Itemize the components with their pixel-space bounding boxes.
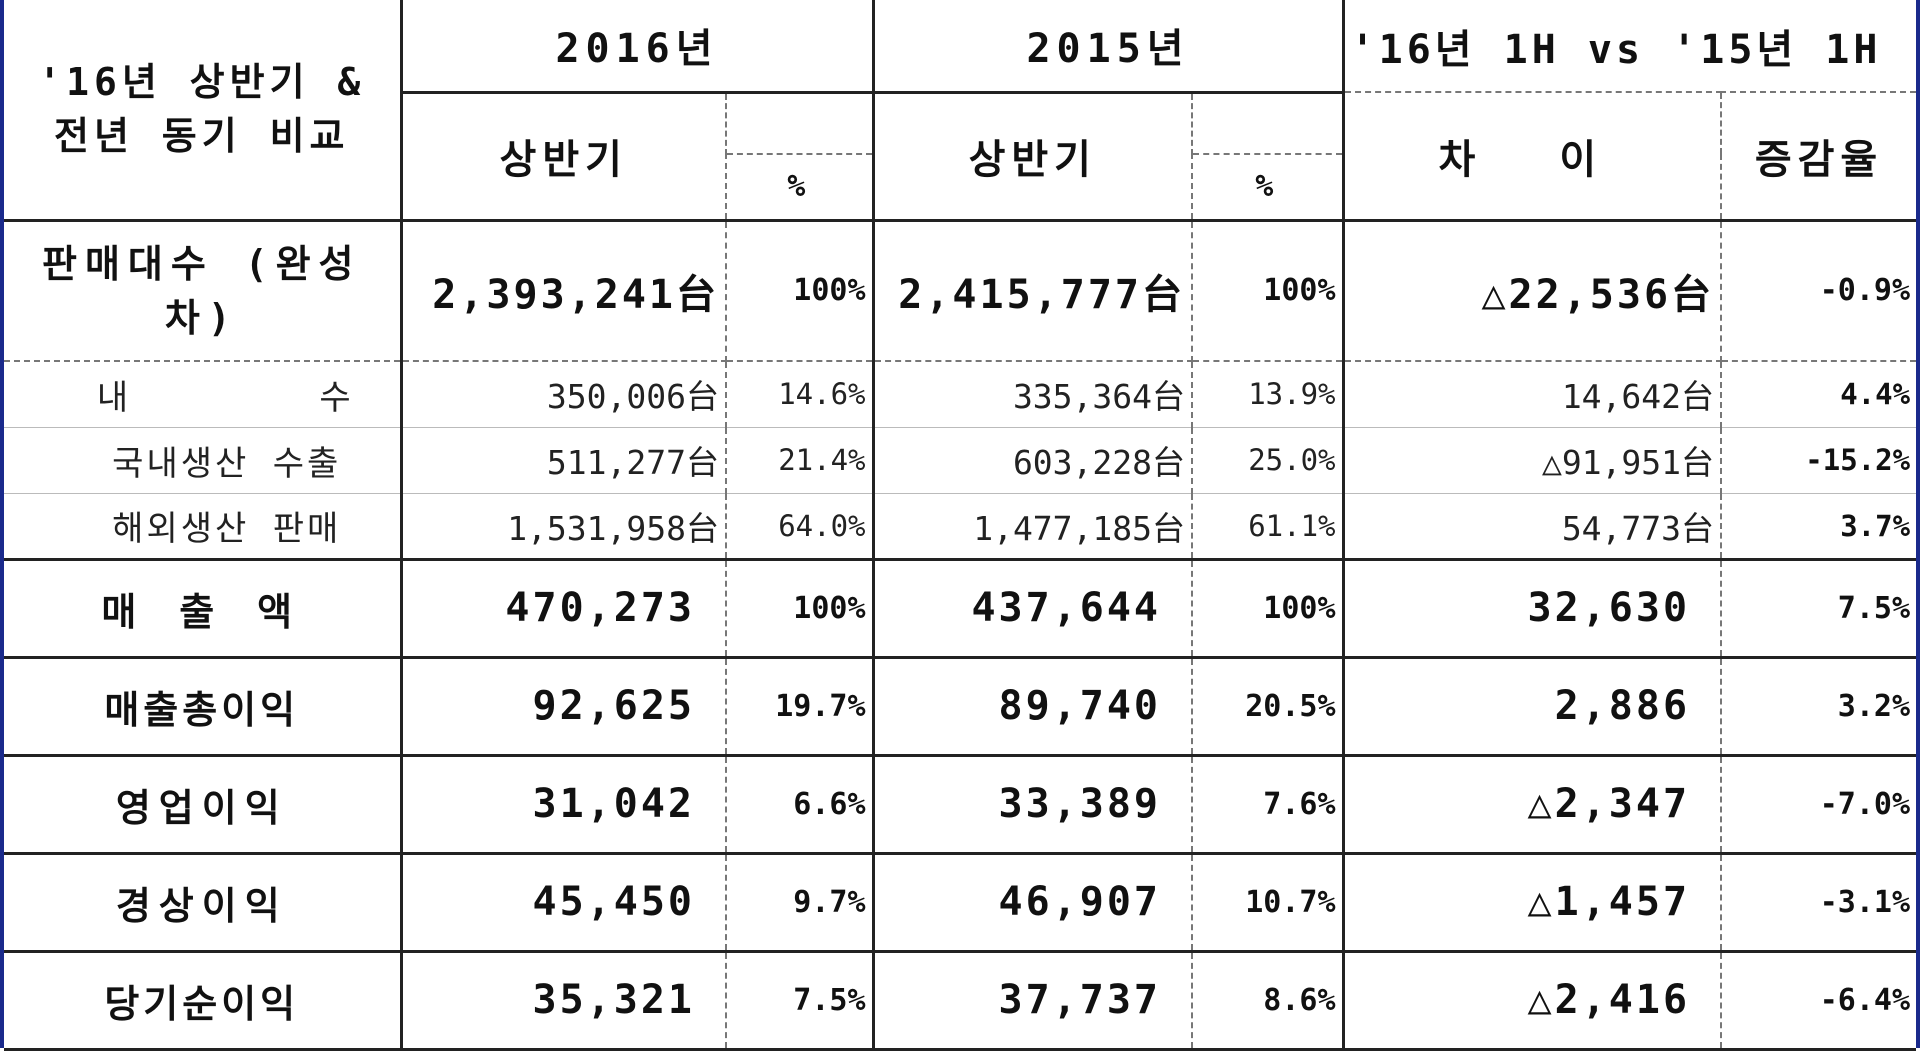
value-rate: 7.5%	[1721, 559, 1917, 659]
row-label: 영업이익	[4, 755, 403, 855]
pct-2015: 7.6%	[1192, 755, 1345, 855]
value-rate: -6.4%	[1721, 951, 1917, 1051]
table-row: 국내생산 수출 511,277台 21.4% 603,228台 25.0% △9…	[4, 427, 1917, 494]
row-label: 내 수	[4, 361, 403, 428]
value-2015: 89,740	[873, 657, 1194, 757]
pct-2015: 10.7%	[1192, 853, 1345, 953]
value-2016: 511,277台	[401, 427, 727, 494]
value-2016: 35,321	[401, 951, 727, 1051]
header-2016-blank	[726, 92, 875, 155]
pct-2016: 7.5%	[726, 951, 875, 1051]
table-row: 내 수 350,006台 14.6% 335,364台 13.9% 14,642…	[4, 361, 1917, 428]
table-row: 경상이익 45,450 9.7% 46,907 10.7% △1,457 -3.…	[4, 853, 1917, 953]
value-diff: 2,886	[1343, 657, 1723, 757]
table-row: 판매대수 (완성차) 2,393,241台 100% 2,415,777台 10…	[4, 220, 1917, 362]
pct-2016: 100%	[726, 559, 875, 659]
value-diff: △1,457	[1343, 853, 1723, 953]
value-2015: 1,477,185台	[873, 493, 1194, 561]
row-label: 경상이익	[4, 853, 403, 953]
value-2016: 350,006台	[401, 361, 727, 428]
value-2016: 2,393,241台	[401, 220, 727, 362]
value-diff: △2,416	[1343, 951, 1723, 1051]
header-rate: 증감율	[1721, 92, 1917, 222]
value-diff: 14,642台	[1343, 361, 1723, 428]
value-rate: 3.2%	[1721, 657, 1917, 757]
row-label: 매 출 액	[4, 559, 403, 659]
value-rate: -7.0%	[1721, 755, 1917, 855]
table-row: 영업이익 31,042 6.6% 33,389 7.6% △2,347 -7.0…	[4, 755, 1917, 855]
pct-2016: 6.6%	[726, 755, 875, 855]
pct-2016: 9.7%	[726, 853, 875, 953]
header-2016: 2016년	[401, 0, 875, 94]
header-2015: 2015년	[873, 0, 1345, 94]
pct-2015: 100%	[1192, 559, 1345, 659]
header-compare: '16년 1H vs '15년 1H	[1343, 0, 1917, 93]
row-label: 당기순이익	[4, 951, 403, 1051]
row-label-text: 내 수	[96, 377, 357, 418]
results-table: '16년 상반기 & 전년 동기 비교 2016년 2015년 '16년 1H …	[4, 0, 1917, 1051]
row-label: 매출총이익	[4, 657, 403, 757]
value-2015: 603,228台	[873, 427, 1194, 494]
value-rate: 3.7%	[1721, 493, 1917, 561]
header-2015-pct: %	[1192, 154, 1345, 222]
table-row: 매출총이익 92,625 19.7% 89,740 20.5% 2,886 3.…	[4, 657, 1917, 757]
value-diff: △22,536台	[1343, 220, 1723, 362]
pct-2015: 100%	[1192, 220, 1345, 362]
header-2015-half: 상반기	[873, 92, 1194, 222]
header-2015-blank	[1192, 92, 1345, 155]
value-rate: 4.4%	[1721, 361, 1917, 428]
pct-2016: 21.4%	[726, 427, 875, 494]
row-label: 국내생산 수출	[4, 427, 403, 494]
header-2016-pct: %	[726, 154, 875, 222]
value-rate: -0.9%	[1721, 220, 1917, 362]
corner-header: '16년 상반기 & 전년 동기 비교	[4, 0, 403, 222]
pct-2016: 19.7%	[726, 657, 875, 757]
header-2016-half: 상반기	[401, 92, 727, 222]
value-2016: 92,625	[401, 657, 727, 757]
pct-2016: 14.6%	[726, 361, 875, 428]
value-2015: 33,389	[873, 755, 1194, 855]
pct-2015: 8.6%	[1192, 951, 1345, 1051]
pct-2015: 61.1%	[1192, 493, 1345, 561]
row-label: 판매대수 (완성차)	[4, 220, 403, 362]
value-rate: -15.2%	[1721, 427, 1917, 494]
pct-2016: 100%	[726, 220, 875, 362]
value-diff: △2,347	[1343, 755, 1723, 855]
value-2016: 31,042	[401, 755, 727, 855]
table-row: 매 출 액 470,273 100% 437,644 100% 32,630 7…	[4, 559, 1917, 659]
value-2015: 2,415,777台	[873, 220, 1194, 362]
value-diff: 32,630	[1343, 559, 1723, 659]
value-diff: 54,773台	[1343, 493, 1723, 561]
value-2016: 470,273	[401, 559, 727, 659]
value-rate: -3.1%	[1721, 853, 1917, 953]
value-2015: 37,737	[873, 951, 1194, 1051]
row-label: 해외생산 판매	[4, 493, 403, 561]
value-diff: △91,951台	[1343, 427, 1723, 494]
table-row: 해외생산 판매 1,531,958台 64.0% 1,477,185台 61.1…	[4, 493, 1917, 561]
pct-2016: 64.0%	[726, 493, 875, 561]
value-2015: 46,907	[873, 853, 1194, 953]
header-diff: 차 이	[1343, 92, 1723, 222]
pct-2015: 25.0%	[1192, 427, 1345, 494]
value-2016: 1,531,958台	[401, 493, 727, 561]
pct-2015: 13.9%	[1192, 361, 1345, 428]
value-2015: 335,364台	[873, 361, 1194, 428]
value-2015: 437,644	[873, 559, 1194, 659]
table-row: 당기순이익 35,321 7.5% 37,737 8.6% △2,416 -6.…	[4, 951, 1917, 1051]
value-2016: 45,450	[401, 853, 727, 953]
pct-2015: 20.5%	[1192, 657, 1345, 757]
